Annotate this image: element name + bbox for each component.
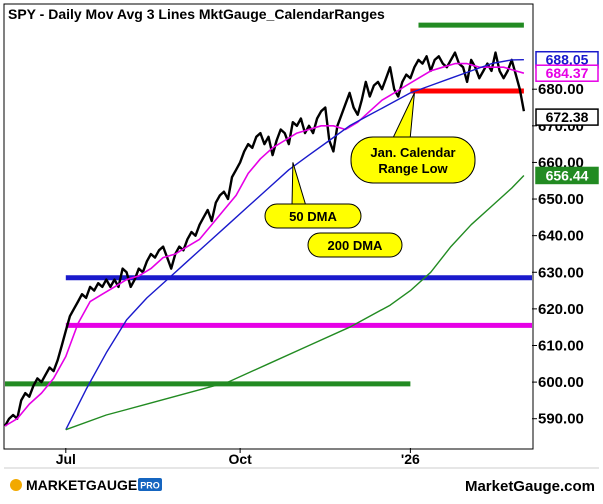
chart-title: SPY - Daily Mov Avg 3 Lines MktGauge_Cal… [8, 6, 385, 22]
annotation-bubble-2 [307, 232, 403, 258]
logo-right-text: MarketGauge.com [465, 478, 595, 495]
annotation-text-1-0: 50 DMA [289, 209, 337, 224]
x-axis: Jul Oct '26 [56, 448, 420, 467]
annotations: Jan. CalendarRange Low 50 DMA 200 DMA [264, 92, 476, 258]
annotation-text-0-0: Jan. Calendar [370, 145, 455, 160]
y-tick-label-4: 630.00 [538, 264, 584, 281]
y-tick-label-3: 620.00 [538, 301, 584, 318]
logo-pro-text: PRO [140, 481, 160, 491]
price-badge-label-1: 684.37 [546, 65, 589, 81]
series-line-spy [3, 51, 526, 427]
marketgauge-logo-left: MARKETGAUGE PRO [10, 477, 162, 493]
price-badge-box-2 [535, 108, 599, 126]
x-tick-label-0: Jul [56, 451, 76, 467]
series-line-mov-avg-3 [65, 175, 525, 431]
logo-pro-badge [138, 478, 162, 491]
price-badge-label-0: 688.05 [546, 52, 589, 68]
series-line-mov-avg-1 [4, 62, 525, 427]
price-badge-label-3: 656.44 [546, 167, 589, 183]
y-tick-label-1: 600.00 [538, 374, 584, 391]
y-tick-label-0: 590.00 [538, 411, 584, 428]
calendar-ranges [5, 22, 532, 387]
y-tick-label-2: 610.00 [538, 337, 584, 354]
y-tick-label-6: 650.00 [538, 191, 584, 208]
price-badge-box-1 [535, 64, 599, 82]
annotation-text-2-0: 200 DMA [328, 238, 384, 253]
y-tick-label-9: 680.00 [538, 81, 584, 98]
price-badge-label-2: 672.38 [546, 109, 589, 125]
logo-mark-icon [10, 479, 22, 491]
annotation-text-0-1: Range Low [378, 161, 448, 176]
logo-left-text: MARKETGAUGE [26, 477, 137, 493]
y-tick-label-5: 640.00 [538, 228, 584, 245]
price-badge-box-3 [535, 166, 599, 185]
series-line-mov-avg-2 [65, 59, 524, 431]
annotation-bubble-1 [264, 203, 362, 229]
annotation-bubble-0 [350, 136, 476, 184]
x-tick-label-2: '26 [401, 451, 420, 467]
series-group [3, 51, 526, 431]
x-tick-label-1: Oct [228, 451, 252, 467]
plot-area [3, 3, 534, 450]
